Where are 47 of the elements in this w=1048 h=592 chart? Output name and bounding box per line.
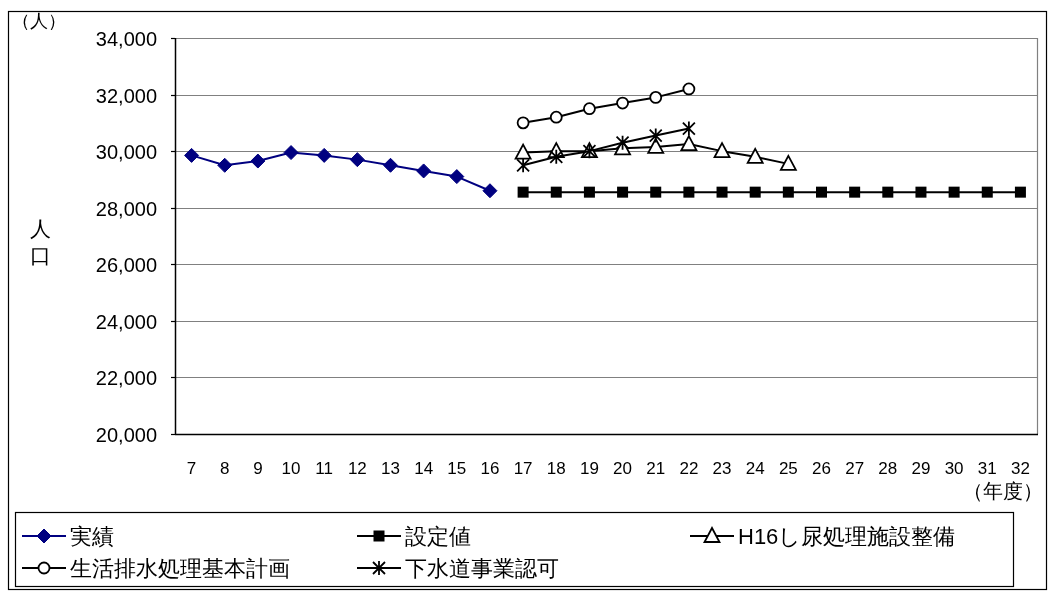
x-tick-label: 30: [944, 459, 964, 478]
y-tick-label: 34,000: [95, 27, 157, 50]
x-tick-label: 9: [253, 459, 263, 478]
x-tick-label: 12: [347, 459, 367, 478]
x-tick-label: 15: [447, 459, 467, 478]
x-tick-label: 23: [712, 459, 732, 478]
y-tick-label: 22,000: [95, 366, 157, 389]
x-tick-label: 16: [480, 459, 500, 478]
x-tick-label: 24: [745, 459, 765, 478]
x-axis-title: （年度）: [963, 480, 1043, 502]
y-axis-title: 人口: [29, 217, 51, 267]
y-tick-label: 32,000: [95, 84, 157, 107]
x-tick-label: 8: [220, 459, 230, 478]
x-tick-label: 11: [315, 459, 334, 478]
x-tick-label: 14: [414, 459, 434, 478]
x-tick-label: 25: [778, 459, 798, 478]
y-tick-label: 20,000: [95, 423, 157, 446]
legend-item: H16し尿処理施設整備: [689, 524, 956, 549]
legend-label: 下水道事業認可: [405, 556, 559, 581]
legend-label: H16し尿処理施設整備: [738, 524, 956, 549]
x-tick-label: 17: [513, 459, 533, 478]
x-tick-label: 21: [646, 459, 666, 478]
x-tick-label: 19: [579, 459, 599, 478]
x-tick-label: 10: [281, 459, 301, 478]
x-tick-label: 27: [845, 459, 865, 478]
legend-item: 設定値: [356, 524, 471, 549]
legend-item: 生活排水処理基本計画: [21, 556, 290, 581]
y-tick-label: 28,000: [95, 197, 157, 220]
y-tick-label: 26,000: [95, 253, 157, 276]
legend-item: 下水道事業認可: [356, 556, 559, 581]
x-tick-label: 26: [812, 459, 831, 478]
legend-label: 実績: [70, 524, 114, 549]
x-tick-label: 20: [613, 459, 633, 478]
x-tick-label: 22: [679, 459, 699, 478]
x-tick-label: 28: [878, 459, 898, 478]
text: （人）: [12, 11, 66, 31]
x-tick-label: 13: [381, 459, 400, 478]
y-tick-label: 24,000: [95, 310, 157, 333]
x-tick-label: 31: [977, 459, 997, 478]
legend-label: 設定値: [405, 524, 471, 549]
legend-label: 生活排水処理基本計画: [70, 556, 290, 581]
x-tick-label: 18: [546, 459, 566, 478]
x-tick-label: 32: [1010, 459, 1030, 478]
x-tick-label: 29: [911, 459, 931, 478]
x-tick-label: 7: [186, 459, 197, 478]
legend-item: 実績: [21, 524, 114, 549]
y-tick-label: 30,000: [95, 140, 157, 163]
